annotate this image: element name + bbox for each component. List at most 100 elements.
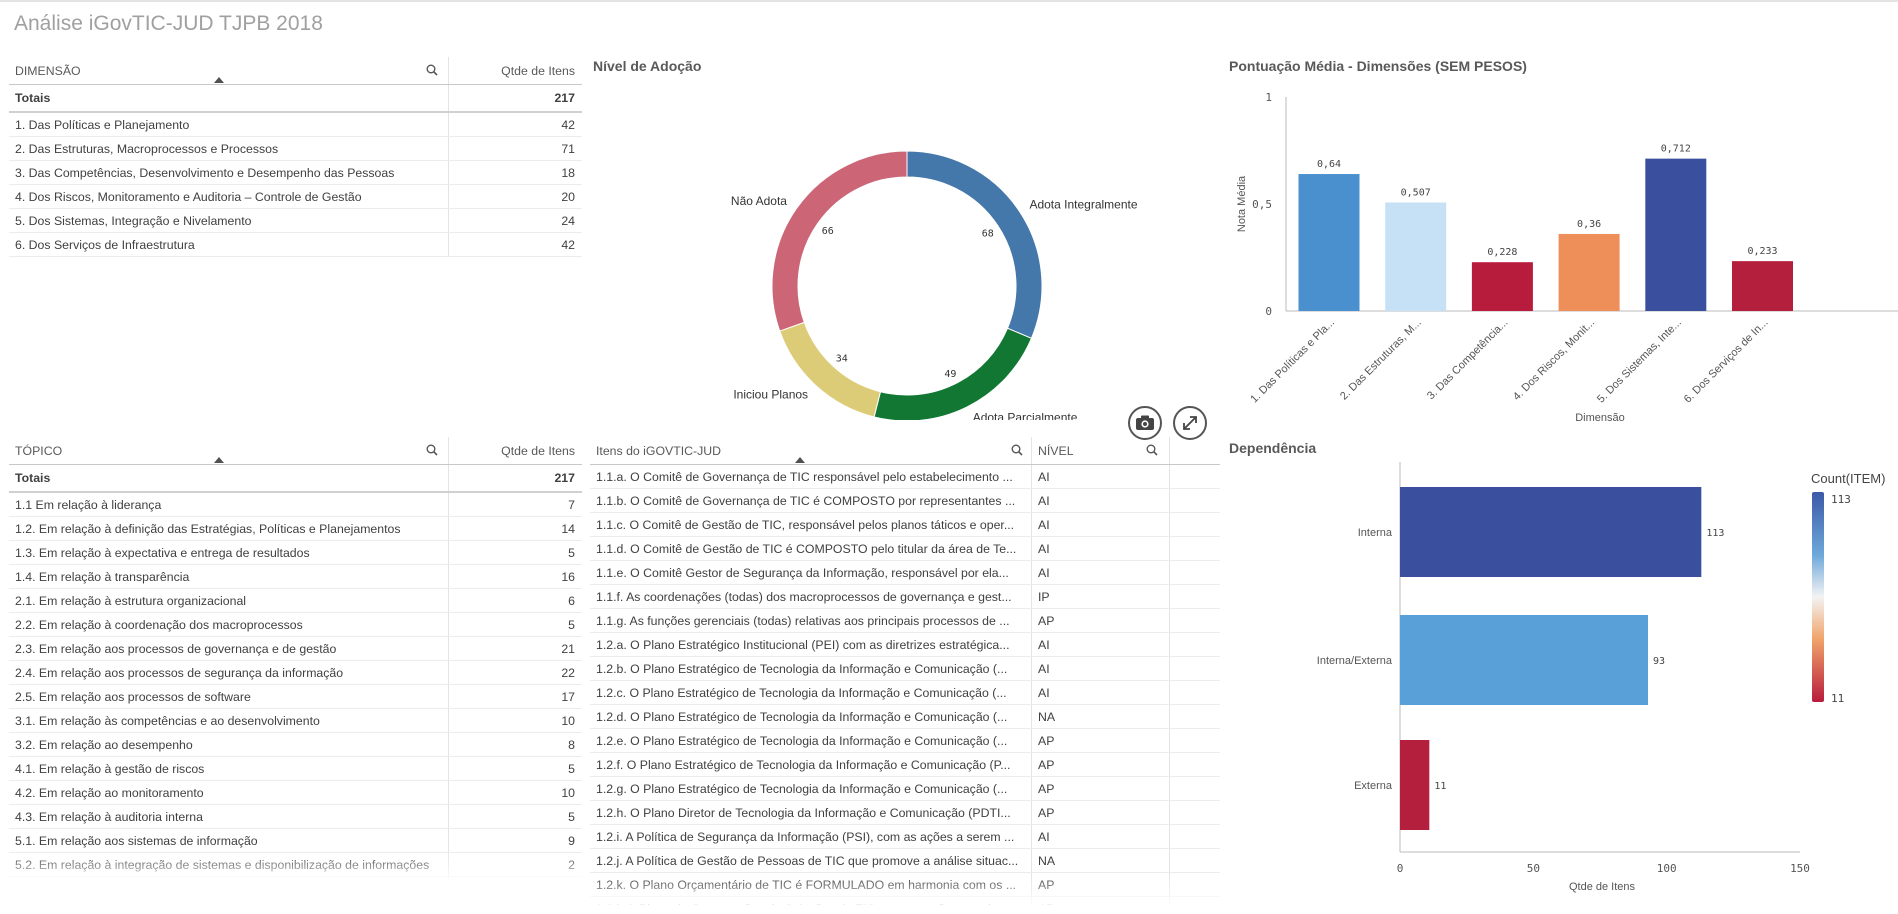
table-row[interactable]: 1.3. Em relação à expectativa e entrega …: [9, 541, 582, 565]
bar[interactable]: [1471, 262, 1533, 311]
item-level: AI: [1032, 561, 1170, 584]
row-value: 10: [561, 785, 575, 800]
table-row[interactable]: 2.3. Em relação aos processos de governa…: [9, 637, 582, 661]
item-row[interactable]: 1.1.e. O Comitê Gestor de Segurança da I…: [590, 561, 1220, 585]
qtde-column-header[interactable]: Qtde de Itens: [449, 57, 582, 84]
search-icon[interactable]: [426, 64, 438, 76]
row-value: 16: [561, 569, 575, 584]
search-icon[interactable]: [1011, 444, 1023, 456]
adoption-donut-chart[interactable]: 68 Adota Integralmente 49 Adota Parcialment…: [590, 80, 1220, 420]
table-row[interactable]: 2.2. Em relação à coordenação dos macrop…: [9, 613, 582, 637]
topic-column-header[interactable]: TÓPICO: [9, 437, 449, 464]
table-row[interactable]: 5.2. Em relação à integração de sistemas…: [9, 853, 582, 877]
table-row[interactable]: 5.1. Em relação aos sistemas de informaç…: [9, 829, 582, 853]
table-row[interactable]: 4.2. Em relação ao monitoramento 10: [9, 781, 582, 805]
table-row[interactable]: 5. Dos Sistemas, Integração e Nivelament…: [9, 209, 582, 233]
nivel-column-header[interactable]: NÍVEL: [1032, 437, 1170, 464]
table-row[interactable]: 3. Das Competências, Desenvolvimento e D…: [9, 161, 582, 185]
y-tick-label: Interna: [1358, 527, 1393, 539]
table-row[interactable]: 4.3. Em relação à auditoria interna 5: [9, 805, 582, 829]
item-level: AI: [1032, 633, 1170, 656]
item-label: 1.2.e. O Plano Estratégico de Tecnologia…: [590, 729, 1032, 752]
donut-slice[interactable]: [906, 150, 1043, 339]
item-level: AP: [1032, 777, 1170, 800]
table-row[interactable]: 5.3. Em relação ao nivelamento tecnológi…: [9, 877, 582, 881]
row-label: 1.2. Em relação à definição das Estratég…: [9, 517, 449, 540]
items-column-header[interactable]: Itens do iGOVTIC-JUD: [590, 437, 1032, 464]
row-label: 4. Dos Riscos, Monitoramento e Auditoria…: [9, 185, 449, 208]
qtde-column-header[interactable]: Qtde de Itens: [449, 437, 582, 464]
item-row[interactable]: 1.2.c. O Plano Estratégico de Tecnologia…: [590, 681, 1220, 705]
item-row[interactable]: 1.2.b. O Plano Estratégico de Tecnologia…: [590, 657, 1220, 681]
bar[interactable]: [1645, 158, 1707, 311]
item-row[interactable]: 1.2.d. O Plano Estratégico de Tecnologia…: [590, 705, 1220, 729]
bar[interactable]: [1558, 233, 1620, 311]
table-row[interactable]: 3.1. Em relação às competências e ao des…: [9, 709, 582, 733]
item-row[interactable]: 1.1.f. As coordenações (todas) dos macro…: [590, 585, 1220, 609]
table-row[interactable]: 1. Das Políticas e Planejamento 42: [9, 113, 582, 137]
table-row[interactable]: 1.2. Em relação à definição das Estratég…: [9, 517, 582, 541]
qtde-column-label: Qtde de Itens: [501, 443, 575, 458]
bar-value-label: 0,507: [1401, 188, 1431, 199]
item-label: 1.1.b. O Comitê de Governança de TIC é C…: [590, 489, 1032, 512]
search-icon[interactable]: [426, 444, 438, 456]
dimension-score-bar-chart[interactable]: 0 0,5 1 Nota Média 0,64 1. Das Políticas e Pl…: [1229, 80, 1898, 430]
item-row[interactable]: 1.2.i. A Política de Segurança da Inform…: [590, 825, 1220, 849]
bar[interactable]: [1400, 615, 1648, 705]
item-row[interactable]: 1.1.b. O Comitê de Governança de TIC é C…: [590, 489, 1220, 513]
item-level: AP: [1032, 897, 1170, 905]
item-label: 1.1.c. O Comitê de Gestão de TIC, respon…: [590, 513, 1032, 536]
table-row[interactable]: 6. Dos Serviços de Infraestrutura 42: [9, 233, 582, 257]
table-row[interactable]: 2.4. Em relação aos processos de seguran…: [9, 661, 582, 685]
totals-row: Totais 217: [9, 85, 582, 113]
item-label: 1.2.a. O Plano Estratégico Institucional…: [590, 633, 1032, 656]
snapshot-button[interactable]: [1128, 406, 1162, 440]
item-row[interactable]: 1.2.f. O Plano Estratégico de Tecnologia…: [590, 753, 1220, 777]
bar[interactable]: [1732, 261, 1793, 311]
item-row[interactable]: 1.1.a. O Comitê de Governança de TIC res…: [590, 465, 1220, 489]
item-row[interactable]: 1.2.j. A Política de Gestão de Pessoas d…: [590, 849, 1220, 873]
table-row[interactable]: 2. Das Estruturas, Macroprocessos e Proc…: [9, 137, 582, 161]
table-row[interactable]: 2.1. Em relação à estrutura organizacion…: [9, 589, 582, 613]
table-row[interactable]: 1.4. Em relação à transparência 16: [9, 565, 582, 589]
table-row[interactable]: 3.2. Em relação ao desempenho 8: [9, 733, 582, 757]
x-tick-label: 3. Das Competência...: [1425, 317, 1510, 402]
dependency-bar-chart[interactable]: 0 50 100 150 Qtde de Itens 113 Interna 93 Intern…: [1229, 462, 1898, 914]
row-value: 13: [449, 877, 582, 881]
item-level: AI: [1032, 513, 1170, 536]
item-row[interactable]: 1.2.g. O Plano Estratégico de Tecnologia…: [590, 777, 1220, 801]
table-row[interactable]: 4. Dos Riscos, Monitoramento e Auditoria…: [9, 185, 582, 209]
item-level: AP: [1032, 873, 1170, 896]
bar[interactable]: [1385, 202, 1447, 311]
item-level: AI: [1032, 825, 1170, 848]
row-value: 2: [568, 857, 575, 872]
x-tick-label: 2. Das Estruturas, M...: [1338, 317, 1424, 403]
donut-slice[interactable]: [771, 150, 908, 332]
table-row[interactable]: 2.5. Em relação aos processos de softwar…: [9, 685, 582, 709]
item-row[interactable]: 1.1.g. As funções gerenciais (todas) rel…: [590, 609, 1220, 633]
row-label: 1.3. Em relação à expectativa e entrega …: [9, 541, 449, 564]
dimension-column-header[interactable]: DIMENSÃO: [9, 57, 449, 84]
bar[interactable]: [1298, 174, 1360, 311]
item-row[interactable]: 1.2.e. O Plano Estratégico de Tecnologia…: [590, 729, 1220, 753]
table-row[interactable]: 4.1. Em relação à gestão de riscos 5: [9, 757, 582, 781]
donut-slice[interactable]: [779, 321, 882, 418]
bar[interactable]: [1400, 487, 1702, 577]
bar[interactable]: [1400, 740, 1430, 830]
expand-button[interactable]: [1173, 406, 1207, 440]
item-row[interactable]: 1.2.l. O Plano de Contratações de Soluçõ…: [590, 897, 1220, 905]
nivel-column-label: NÍVEL: [1038, 443, 1074, 458]
table-row[interactable]: 1.1 Em relação à liderança 7: [9, 493, 582, 517]
item-row[interactable]: 1.2.h. O Plano Diretor de Tecnologia da …: [590, 801, 1220, 825]
search-icon[interactable]: [1146, 444, 1158, 456]
items-table-header: Itens do iGOVTIC-JUD NÍVEL: [590, 437, 1220, 465]
item-level: AI: [1032, 681, 1170, 704]
item-row[interactable]: 1.2.k. O Plano Orçamentário de TIC é FOR…: [590, 873, 1220, 897]
row-label: 2.3. Em relação aos processos de governa…: [9, 637, 449, 660]
donut-category-label: Adota Parcialmente: [973, 411, 1078, 420]
item-row[interactable]: 1.2.a. O Plano Estratégico Institucional…: [590, 633, 1220, 657]
item-row[interactable]: 1.1.c. O Comitê de Gestão de TIC, respon…: [590, 513, 1220, 537]
item-row[interactable]: 1.1.d. O Comitê de Gestão de TIC é COMPO…: [590, 537, 1220, 561]
row-value: 5: [568, 809, 575, 824]
row-label: 2.5. Em relação aos processos de softwar…: [9, 685, 449, 708]
